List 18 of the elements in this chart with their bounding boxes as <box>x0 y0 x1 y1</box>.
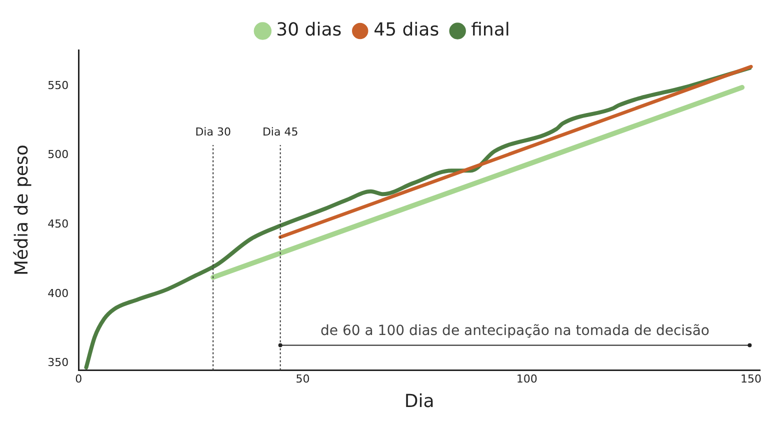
y-tick-label: 400 <box>48 286 69 300</box>
annotation: de 60 a 100 dias de antecipação na tomada de decisão <box>320 322 710 339</box>
line-series <box>84 66 752 370</box>
legend-label: 30 dias <box>276 20 342 41</box>
y-tick-label: 550 <box>48 78 69 92</box>
legend-label: 45 dias <box>374 20 440 41</box>
legend-label: final <box>471 20 510 41</box>
y-tick-label: 450 <box>48 218 69 231</box>
ref-line-label: Dia 30 <box>195 125 231 138</box>
ref-line-label: Dia 45 <box>262 125 298 138</box>
x-tick-label: 150 <box>740 372 762 386</box>
y-axis-title: Média de peso <box>11 144 32 276</box>
x-tick-label: 50 <box>296 372 310 386</box>
x-axis-title: Dia <box>404 390 434 412</box>
y-tick-label: 350 <box>48 356 69 370</box>
x-tick-label: 100 <box>516 372 538 386</box>
x-tick-label: 0 <box>75 372 82 386</box>
y-tick-label: 500 <box>48 148 69 162</box>
